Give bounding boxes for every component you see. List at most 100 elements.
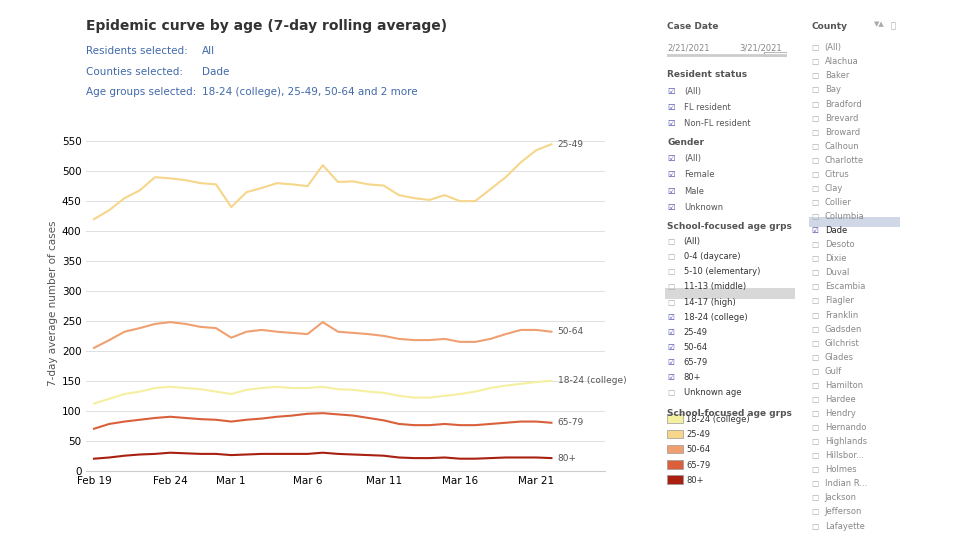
Text: 25-49: 25-49 (686, 430, 710, 439)
Text: FL resident: FL resident (684, 103, 732, 112)
Text: 14-17 (high): 14-17 (high) (684, 298, 735, 307)
Text: □: □ (811, 353, 819, 362)
Text: □: □ (811, 85, 819, 95)
Text: 18-24 (college): 18-24 (college) (686, 415, 750, 424)
Text: □: □ (811, 114, 819, 123)
Text: (All): (All) (684, 154, 702, 163)
Text: Bay: Bay (825, 85, 841, 95)
Text: (All): (All) (825, 43, 842, 52)
Text: County: County (811, 22, 847, 31)
Text: ☑: ☑ (667, 343, 674, 352)
Text: ☑: ☑ (667, 373, 674, 382)
Text: 25-49: 25-49 (684, 328, 708, 337)
Text: □: □ (811, 423, 819, 432)
Text: 18-24 (college), 25-49, 50-64 and 2 more: 18-24 (college), 25-49, 50-64 and 2 more (202, 87, 418, 97)
Text: □: □ (811, 184, 819, 193)
Text: 2/21/2021: 2/21/2021 (667, 43, 709, 52)
Text: Gadsden: Gadsden (825, 325, 862, 334)
Text: □: □ (811, 71, 819, 81)
Text: Holmes: Holmes (825, 465, 856, 474)
Text: □: □ (811, 465, 819, 474)
Text: □: □ (811, 507, 819, 517)
Text: Alachua: Alachua (825, 57, 858, 67)
Text: □: □ (811, 100, 819, 109)
Text: Hardee: Hardee (825, 395, 855, 404)
Text: Epidemic curve by age (7-day rolling average): Epidemic curve by age (7-day rolling ave… (86, 19, 447, 33)
Text: 50-64: 50-64 (686, 445, 710, 454)
Text: Unknown age: Unknown age (684, 388, 741, 398)
Text: ☑: ☑ (667, 313, 674, 322)
Text: 65-79: 65-79 (684, 358, 708, 367)
Text: □: □ (811, 522, 819, 531)
Text: 80+: 80+ (684, 373, 701, 382)
Text: ☑: ☑ (667, 358, 674, 367)
Text: 3/21/2021: 3/21/2021 (739, 43, 781, 52)
Text: ▼▲: ▼▲ (874, 22, 884, 28)
Text: Dixie: Dixie (825, 254, 846, 263)
Text: Non-FL resident: Non-FL resident (684, 119, 751, 128)
Text: □: □ (667, 252, 675, 261)
Text: Desoto: Desoto (825, 240, 854, 249)
Text: □: □ (811, 156, 819, 165)
Text: □: □ (811, 43, 819, 52)
Text: ☑: ☑ (667, 119, 675, 128)
FancyBboxPatch shape (764, 52, 791, 57)
Text: Male: Male (684, 187, 705, 196)
Text: 11-13 (middle): 11-13 (middle) (684, 282, 746, 292)
Text: □: □ (811, 311, 819, 320)
Text: Calhoun: Calhoun (825, 142, 859, 151)
Text: 5-10 (elementary): 5-10 (elementary) (684, 267, 760, 276)
Text: Gulf: Gulf (825, 367, 842, 376)
Text: 18-24 (college): 18-24 (college) (558, 377, 626, 385)
Text: □: □ (811, 367, 819, 376)
Text: Collier: Collier (825, 198, 852, 207)
Text: Columbia: Columbia (825, 212, 864, 221)
Text: □: □ (811, 282, 819, 292)
Text: Resident status: Resident status (667, 70, 747, 80)
Text: □: □ (811, 198, 819, 207)
Text: (All): (All) (684, 237, 701, 246)
Text: □: □ (667, 298, 675, 307)
Text: Brevard: Brevard (825, 114, 858, 123)
Text: □: □ (811, 57, 819, 67)
Text: (All): (All) (684, 87, 702, 96)
Text: Unknown: Unknown (684, 203, 724, 212)
Text: Hendry: Hendry (825, 409, 855, 418)
Text: Gender: Gender (667, 138, 705, 147)
Text: 80+: 80+ (558, 453, 577, 463)
Text: School-focused age grps: School-focused age grps (667, 222, 792, 231)
Text: Jefferson: Jefferson (825, 507, 862, 517)
Text: Bradford: Bradford (825, 100, 861, 109)
Text: Hernando: Hernando (825, 423, 866, 432)
Text: □: □ (811, 240, 819, 249)
Text: Counties selected:: Counties selected: (86, 67, 183, 76)
Text: Duval: Duval (825, 268, 849, 278)
Text: □: □ (811, 381, 819, 390)
Text: ☑: ☑ (667, 87, 675, 96)
Text: Jackson: Jackson (825, 493, 856, 503)
Text: □: □ (811, 170, 819, 179)
Text: ☑: ☑ (667, 154, 675, 163)
Text: Lafayette: Lafayette (825, 522, 865, 531)
Text: □: □ (811, 479, 819, 489)
Text: □: □ (667, 267, 675, 276)
Text: □: □ (667, 282, 675, 292)
Text: All: All (202, 46, 215, 56)
Text: □: □ (811, 437, 819, 446)
Text: Dade: Dade (825, 226, 847, 235)
Text: Indian R...: Indian R... (825, 479, 867, 489)
Text: Flagler: Flagler (825, 296, 853, 306)
Text: □: □ (811, 268, 819, 278)
Text: □: □ (811, 296, 819, 306)
Text: Gilchrist: Gilchrist (825, 339, 859, 348)
Text: Clay: Clay (825, 184, 843, 193)
Text: □: □ (811, 493, 819, 503)
Text: ☑: ☑ (667, 187, 675, 196)
Text: □: □ (811, 339, 819, 348)
Text: Highlands: Highlands (825, 437, 867, 446)
Text: □: □ (811, 212, 819, 221)
Text: □: □ (667, 237, 675, 246)
Text: ☑: ☑ (667, 328, 674, 337)
Text: ☑: ☑ (811, 226, 818, 235)
Text: 25-49: 25-49 (558, 140, 584, 149)
